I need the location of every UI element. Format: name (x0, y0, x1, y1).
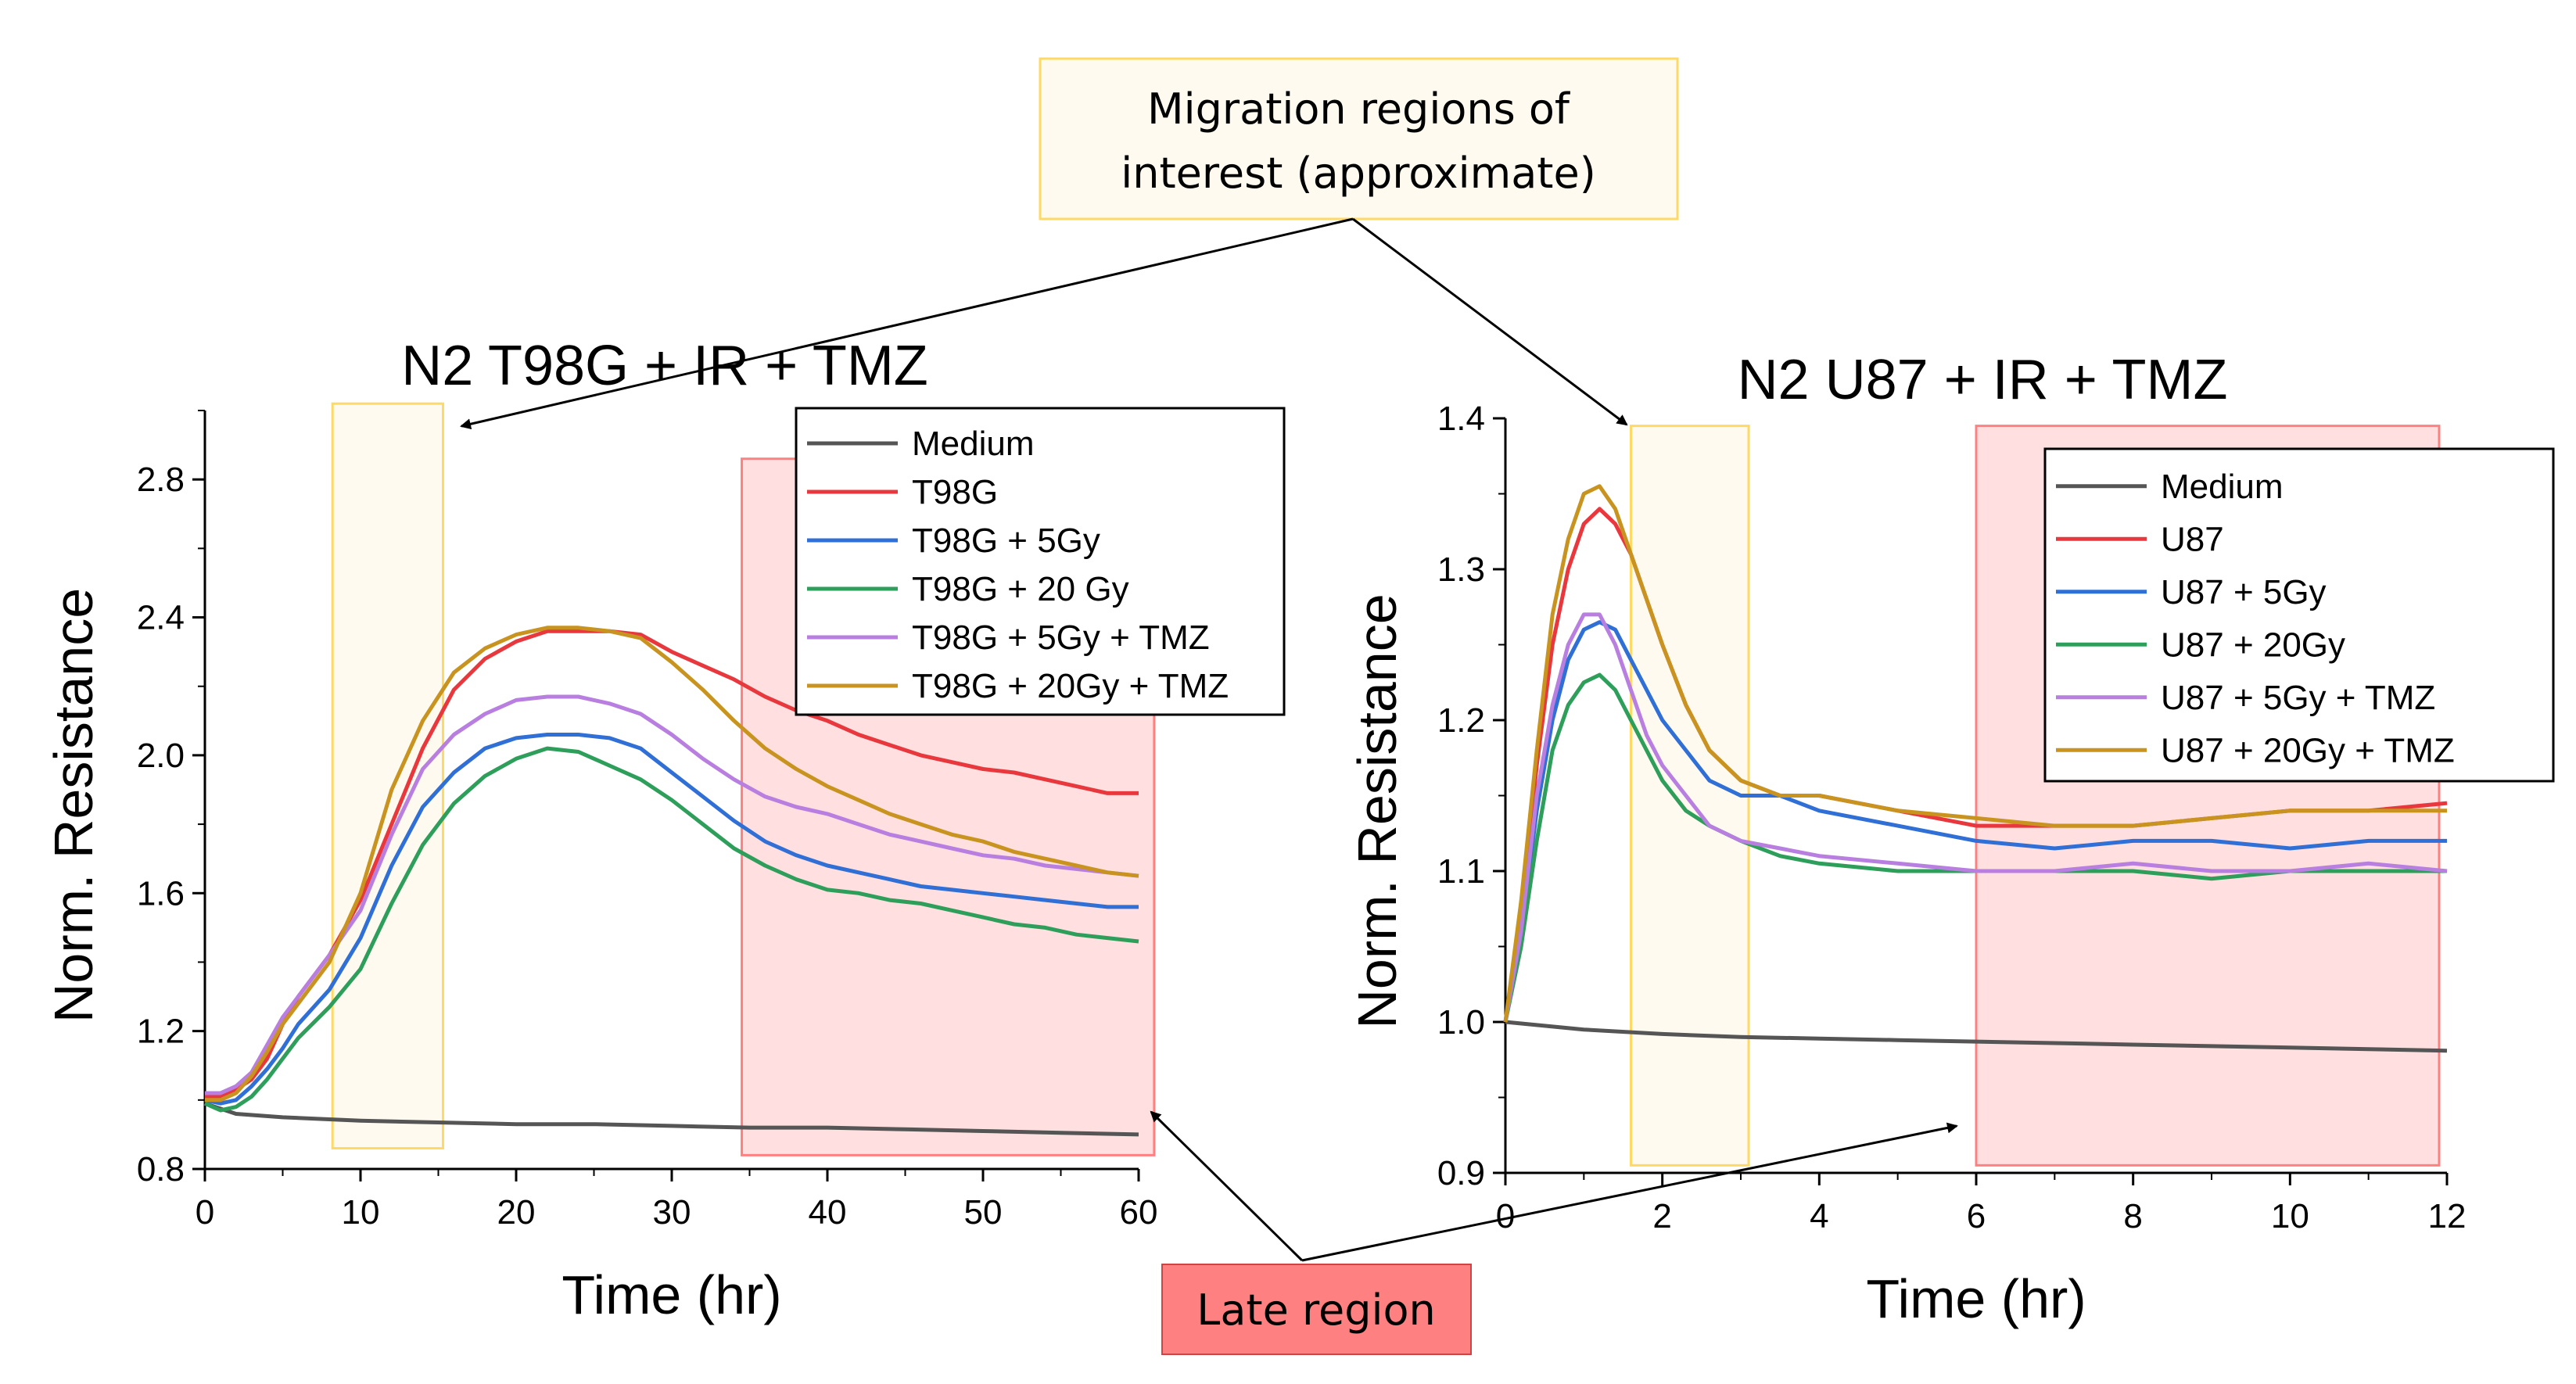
chart-title: N2 T98G + IR + TMZ (401, 335, 928, 397)
y-tick-label: 1.1 (1437, 852, 1485, 891)
y-axis-title: Norm. Resistance (1347, 593, 1408, 1028)
x-tick-label: 10 (342, 1193, 380, 1232)
x-axis-title: Time (hr) (561, 1264, 781, 1325)
chart-u87: 0 2 4 6 8 10 120.91.01.11.21.31.4N2 U87 + IR +… (1347, 349, 2555, 1329)
legend-label: U87 + 5Gy + TMZ (2161, 679, 2435, 717)
series-line-medium (1505, 1020, 2448, 1053)
x-tick-label: 4 (1810, 1197, 1828, 1235)
y-tick-label: 1.2 (137, 1013, 185, 1051)
y-tick-label: 2.0 (137, 737, 185, 775)
x-tick-label: 6 (1967, 1197, 1986, 1235)
y-tick-label: 2.4 (137, 599, 185, 637)
legend-label: T98G + 5Gy (912, 522, 1100, 560)
x-tick-label: 10 (2271, 1197, 2309, 1235)
legend-label: U87 + 5Gy (2161, 573, 2327, 611)
y-tick-label: 2.8 (137, 461, 185, 499)
y-tick-label: 1.0 (1437, 1003, 1485, 1042)
x-tick-label: 12 (2428, 1197, 2467, 1235)
late-region-callout: Late region (1161, 1264, 1472, 1355)
legend-label: Medium (2161, 468, 2284, 506)
migration-region-box (331, 402, 444, 1150)
legend-label: U87 + 20Gy (2161, 626, 2345, 664)
legend-box (795, 407, 1286, 716)
legend-label: T98G (912, 473, 998, 511)
legend: Medium T98G T98G + 5Gy T98G + 20 Gy T98G + 5… (795, 407, 1286, 716)
series-line-t98g-20gy-tmz (205, 626, 1139, 1103)
y-tick-label: 1.2 (1437, 701, 1485, 740)
arrow-to-u87-migration (1352, 217, 1628, 426)
legend-label: T98G + 20 Gy (912, 570, 1129, 608)
series-line-u87-5gy (1503, 620, 2447, 1023)
series-line-t98g-5gy (204, 733, 1139, 1106)
series-line-u87-20gy (1503, 672, 2447, 1023)
migration-callout-line1: Migration regions of (1147, 84, 1571, 134)
chart-title: N2 U87 + IR + TMZ (1738, 349, 2228, 411)
late-region-callout-label: Late region (1197, 1285, 1436, 1335)
chart-t98g: 0 10 20 30 40 50 60 0.8 1.2 1.6 2.0 2.4 2.8 N2 T98G +… (43, 335, 1286, 1325)
legend-label: U87 + 20Gy + TMZ (2161, 731, 2455, 769)
x-tick-label: 40 (809, 1193, 847, 1232)
y-tick-label: 1.3 (1437, 550, 1485, 589)
y-tick-label: 1.6 (137, 874, 185, 913)
arrow-to-t98g-late (1150, 1110, 1304, 1262)
series-line-t98g-5gy-tmz (205, 694, 1139, 1095)
arrow-to-u87-late (1301, 1122, 1958, 1262)
x-tick-label: 2 (1652, 1197, 1671, 1235)
legend-label: T98G + 20Gy + TMZ (912, 667, 1229, 705)
series-line-medium (204, 1101, 1139, 1137)
x-tick-label: 20 (497, 1193, 536, 1232)
legend-label: Medium (912, 425, 1035, 463)
legend-label: U87 (2161, 520, 2224, 558)
arrow-to-t98g-migration (460, 217, 1354, 430)
y-tick-label: 1.4 (1437, 400, 1485, 438)
y-tick-label: 0.8 (137, 1150, 185, 1189)
series-line-u87-5gy-tmz (1503, 612, 2448, 1023)
legend: Medium U87 U87 + 5Gy U87 + 20Gy U87 + 5Gy + … (2043, 447, 2555, 783)
migration-callout-line2: interest (approximate) (1121, 149, 1596, 198)
x-axis-title: Time (hr) (1866, 1268, 2086, 1329)
x-tick-label: 30 (653, 1193, 691, 1232)
y-tick-label: 0.9 (1437, 1154, 1485, 1192)
migration-region-box (1630, 425, 1750, 1167)
x-tick-label: 0 (196, 1193, 214, 1232)
series-line-t98g-20-gy (203, 746, 1139, 1113)
migration-callout: Migration regions of interest (approxima… (1039, 57, 1679, 221)
legend-label: T98G + 5Gy + TMZ (912, 618, 1210, 657)
y-axis-title: Norm. Resistance (43, 588, 104, 1023)
migration-callout-box (1039, 57, 1679, 221)
x-tick-label: 60 (1120, 1193, 1158, 1232)
x-tick-label: 8 (2123, 1197, 2142, 1235)
x-tick-label: 50 (964, 1193, 1003, 1232)
late-region-callout-box (1161, 1264, 1472, 1355)
series-line-u87-20gy-tmz (1503, 484, 2447, 1023)
legend-box (2043, 447, 2555, 783)
